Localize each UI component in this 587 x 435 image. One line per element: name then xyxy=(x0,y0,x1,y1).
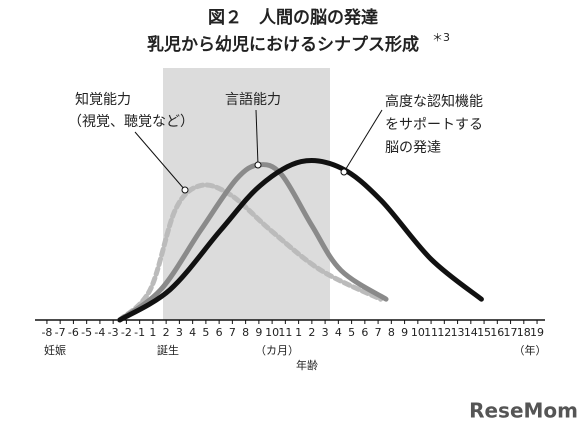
x-tick-label: 4 xyxy=(189,326,196,339)
chart-subtitle: 乳児から幼児におけるシナプス形成 xyxy=(147,34,419,55)
x-tick-label: 19 xyxy=(530,326,544,339)
x-tick-label: 6 xyxy=(216,326,223,339)
x-tick-label: 17 xyxy=(504,326,518,339)
legend-label: （視覚、聴覚など） xyxy=(68,114,194,130)
watermark: ReseMom xyxy=(469,399,578,423)
leader-line xyxy=(255,109,259,166)
x-tick-label: 5 xyxy=(348,326,355,339)
x-tick-label: 14 xyxy=(464,326,478,339)
x-tick-label: 1 xyxy=(149,326,156,339)
x-tick-label: -4 xyxy=(94,326,105,339)
legend-label: 高度な認知機能 xyxy=(385,93,483,110)
x-tick-label: 2 xyxy=(308,326,315,339)
line-series xyxy=(117,157,484,323)
legend-label: 脳の発達 xyxy=(385,140,441,156)
x-tick-label: 1 xyxy=(295,326,302,339)
x-tick-label: 8 xyxy=(388,326,395,339)
legend-label: をサポートする xyxy=(385,117,483,133)
x-tick-label: 16 xyxy=(490,326,504,339)
x-tick-label: 9 xyxy=(401,326,408,339)
x-axis-label: 年齢 xyxy=(296,358,318,372)
x-tick-label: 11 xyxy=(424,326,438,339)
x-tick-label: -7 xyxy=(55,326,66,339)
x-tick-label: -1 xyxy=(134,326,145,339)
x-tick-label: 15 xyxy=(477,326,491,339)
x-tick-label: 11 xyxy=(278,326,292,339)
leader-dot xyxy=(181,186,189,194)
x-tick-label: 5 xyxy=(202,326,209,339)
x-tick-label: 6 xyxy=(361,326,368,339)
legend-label: 知覚能力 xyxy=(75,91,131,108)
x-tick-label: 7 xyxy=(375,326,382,339)
x-tick-label: 7 xyxy=(229,326,236,339)
x-tick-label: 8 xyxy=(242,326,249,339)
x-tick-label: 13 xyxy=(451,326,465,339)
axis-note: 妊娠 xyxy=(44,343,66,357)
leader-line xyxy=(134,131,186,191)
x-tick-label: 3 xyxy=(176,326,183,339)
axis-note: （カ月） xyxy=(255,344,299,357)
x-tick-label: -8 xyxy=(41,326,52,339)
x-tick-label: -5 xyxy=(81,326,92,339)
leader-dot xyxy=(340,168,348,176)
leader-line xyxy=(343,109,383,173)
x-tick-label: -2 xyxy=(121,326,132,339)
line-series xyxy=(117,182,384,323)
x-tick-label: 9 xyxy=(255,326,262,339)
legend-label: 言語能力 xyxy=(225,92,281,108)
critical-period-band xyxy=(163,68,330,320)
x-tick-label: 10 xyxy=(411,326,425,339)
x-tick-label: -3 xyxy=(108,326,119,339)
x-tick-label: 2 xyxy=(163,326,170,339)
axis-note: 誕生 xyxy=(157,343,179,357)
chart-title: 図２ 人間の脳の発達 xyxy=(208,7,378,28)
x-tick-label: -6 xyxy=(68,326,79,339)
x-tick-label: 10 xyxy=(265,326,279,339)
axis-note: （年） xyxy=(514,343,547,357)
x-tick-label: 12 xyxy=(437,326,451,339)
x-tick-label: 18 xyxy=(517,326,531,339)
x-tick-label: 3 xyxy=(322,326,329,339)
subtitle-note: ＊3 xyxy=(432,31,450,44)
x-tick-label: 4 xyxy=(335,326,342,339)
leader-dot xyxy=(254,161,262,169)
